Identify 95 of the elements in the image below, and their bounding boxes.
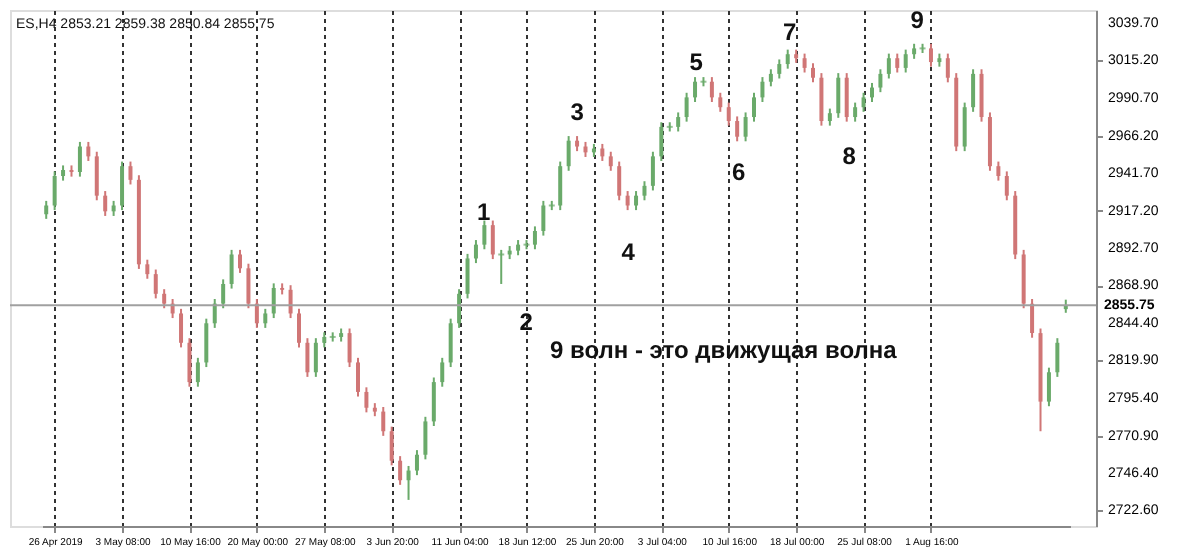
candlestick: [878, 68, 883, 94]
annotation: 2: [519, 308, 534, 336]
candlestick: [103, 190, 108, 217]
candlestick: [684, 91, 689, 123]
candlestick: [86, 140, 91, 162]
candlestick: [52, 170, 57, 212]
candlestick: [802, 52, 807, 74]
candlestick: [1055, 337, 1060, 378]
candlestick: [77, 140, 82, 178]
candlestick: [69, 164, 74, 178]
annotation: 6: [731, 158, 746, 186]
candlestick: [541, 199, 546, 237]
candlestick: [886, 52, 891, 80]
candlestick: [271, 282, 276, 320]
candlestick: [709, 76, 714, 103]
candlestick: [305, 337, 310, 378]
candlestick: [465, 252, 470, 300]
candlestick: [364, 386, 369, 414]
candlestick: [945, 52, 950, 84]
annotation: 9: [910, 6, 925, 34]
candlestick: [853, 101, 858, 123]
candlestick: [381, 405, 386, 437]
candlestick: [398, 455, 403, 486]
candlestick: [153, 268, 158, 300]
candlestick: [869, 81, 874, 103]
annotation: 4: [621, 238, 636, 266]
candlestick: [145, 258, 150, 280]
candlestick: [414, 449, 419, 477]
candlestick: [752, 91, 757, 123]
candlestick: [634, 190, 639, 212]
candlestick: [473, 239, 478, 265]
candlestick: [642, 180, 647, 202]
candlestick: [1046, 366, 1051, 408]
candlestick: [693, 76, 698, 103]
candlestick: [128, 160, 133, 186]
annotation: 8: [842, 142, 857, 170]
candlestick: [238, 248, 243, 274]
candlestick: [760, 76, 765, 103]
candlestick: [785, 48, 790, 70]
candlestick: [625, 190, 630, 212]
candlestick: [566, 135, 571, 172]
candlestick: [355, 356, 360, 398]
candlestick: [431, 376, 436, 428]
candlestick: [221, 278, 226, 310]
candlestick: [229, 248, 234, 290]
candlestick: [726, 101, 731, 127]
candlestick: [482, 219, 487, 251]
candlestick: [743, 111, 748, 143]
candlestick: [347, 327, 352, 369]
candlestick: [423, 415, 428, 461]
candlestick: [313, 337, 318, 378]
candlestick: [962, 101, 967, 153]
candlestick: [979, 68, 984, 123]
candlestick: [735, 115, 740, 143]
candlestick: [457, 288, 462, 329]
candlestick: [120, 160, 125, 212]
candlestick: [811, 62, 815, 84]
annotation: 9 волн - это движущая волна: [550, 336, 898, 364]
candlestick: [389, 425, 394, 467]
candlestick: [996, 160, 1001, 182]
candlestick: [532, 225, 537, 251]
candlestick: [608, 150, 613, 172]
candlestick: [179, 307, 184, 349]
candlestick: [297, 307, 301, 349]
annotation: 5: [689, 48, 704, 76]
annotation: 1: [477, 198, 492, 226]
candlestick: [490, 219, 495, 261]
candlestick: [928, 42, 933, 68]
candlestick: [895, 52, 900, 74]
candlestick: [162, 288, 167, 310]
candlestick: [195, 356, 200, 388]
candlestick: [819, 72, 824, 127]
candlestick: [263, 307, 268, 329]
candlestick: [903, 48, 908, 74]
candlestick: [844, 72, 849, 123]
candlestick: [1030, 298, 1035, 339]
candlestick: [836, 72, 841, 119]
candlestick: [448, 317, 453, 369]
candlestick: [971, 68, 976, 113]
candlestick: [650, 150, 655, 192]
candlestick: [617, 160, 622, 202]
candlestick: [94, 150, 99, 202]
candlestick: [406, 464, 411, 501]
candlestick: [440, 356, 445, 388]
candlestick: [777, 58, 782, 80]
candlestick: [246, 262, 251, 310]
annotation: 3: [570, 98, 585, 126]
candlestick: [204, 317, 209, 369]
candlestick: [1004, 170, 1009, 202]
annotation: 7: [782, 18, 797, 46]
candlestick: [718, 91, 723, 113]
candlestick: [861, 91, 866, 113]
candlestick: [187, 337, 192, 388]
candlestick: [659, 121, 664, 162]
candlestick: [498, 248, 505, 285]
